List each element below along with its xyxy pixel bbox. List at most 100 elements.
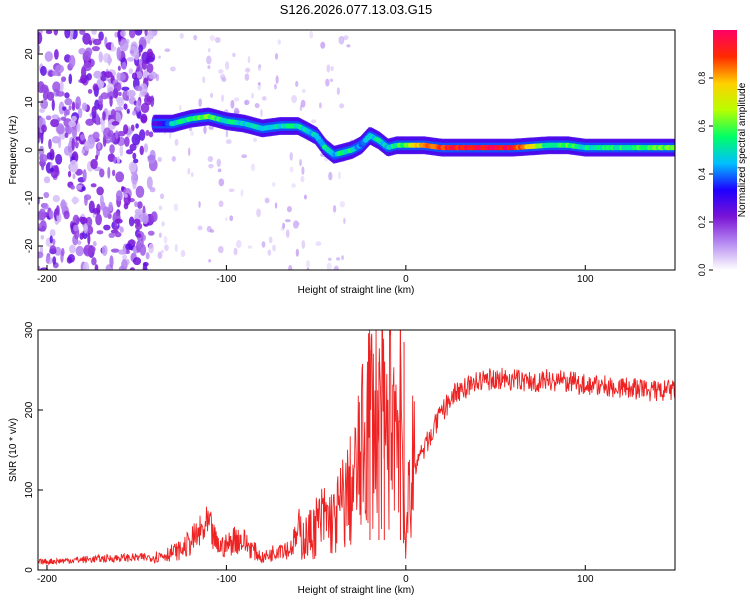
noise-blob (306, 267, 310, 270)
noise-blob (77, 107, 83, 119)
noise-blob (111, 169, 116, 177)
noise-blob (83, 244, 93, 257)
noise-blob (128, 68, 134, 74)
noise-blob (318, 102, 322, 109)
noise-blob (94, 264, 99, 270)
noise-blob (244, 100, 248, 106)
noise-blob (68, 244, 76, 254)
noise-blob (55, 205, 60, 216)
noise-blob (38, 133, 43, 139)
noise-blob (99, 80, 104, 89)
bottom-x-ticks: -200 -100 0 100 (37, 565, 594, 585)
noise-blob (173, 203, 179, 212)
noise-blob (71, 101, 76, 111)
noise-blob (92, 83, 99, 92)
noise-blob (329, 78, 334, 82)
noise-blob (135, 123, 139, 129)
noise-blob (209, 229, 215, 233)
noise-blob (53, 30, 59, 36)
noise-blob (132, 152, 137, 160)
noise-blob (85, 216, 93, 228)
noise-blob (101, 245, 108, 257)
noise-blob (343, 35, 349, 41)
noise-blob (45, 115, 52, 121)
noise-blob (338, 35, 345, 45)
noise-blob (210, 92, 214, 99)
noise-blob (275, 75, 279, 84)
noise-blob (320, 41, 326, 49)
noise-blob (126, 108, 130, 114)
noise-blob (38, 145, 45, 157)
noise-blob (220, 73, 226, 80)
noise-blob (203, 125, 207, 135)
noise-blob (45, 30, 53, 35)
noise-blob (109, 255, 114, 268)
noise-blob (59, 79, 64, 93)
noise-blob (122, 254, 128, 261)
noise-blob (98, 31, 104, 41)
noise-blob (233, 247, 238, 256)
noise-blob (121, 186, 125, 191)
noise-blob (70, 184, 75, 190)
noise-blob (187, 167, 191, 175)
noise-blob (48, 210, 54, 220)
noise-blob (108, 201, 113, 212)
noise-blob (137, 201, 143, 209)
noise-blob (86, 73, 92, 81)
noise-blob (158, 205, 163, 211)
noise-blob (301, 239, 306, 249)
noise-blob (96, 230, 104, 235)
colorbar-strip (713, 30, 737, 270)
noise-blob (339, 201, 345, 208)
noise-blob (64, 30, 71, 39)
noise-blob (124, 193, 128, 198)
noise-blob (150, 211, 158, 223)
noise-blob (52, 81, 61, 93)
noise-blob (51, 70, 60, 76)
noise-blob (142, 262, 148, 270)
noise-blob (289, 166, 294, 173)
noise-blob (51, 136, 61, 144)
noise-blob (123, 124, 129, 135)
noise-blob (92, 131, 100, 140)
noise-blob (288, 264, 293, 270)
noise-blob (258, 82, 261, 86)
noise-blob (133, 158, 139, 164)
noise-blob (232, 52, 236, 58)
noise-blob (217, 69, 224, 74)
noise-blob (76, 122, 81, 133)
noise-blob (134, 201, 138, 208)
noise-blob (38, 265, 41, 270)
noise-blob (95, 114, 100, 126)
noise-blob (52, 194, 60, 203)
noise-blob (188, 147, 191, 157)
noise-blob (159, 193, 165, 200)
noise-blob (300, 175, 305, 183)
ridge-core (670, 145, 675, 151)
noise-blob (126, 89, 136, 98)
noise-blob (65, 125, 73, 135)
noise-blob (68, 120, 76, 128)
noise-blob (61, 76, 67, 82)
colorbar-tick-label: 0.8 (697, 72, 707, 85)
noise-blob (123, 103, 128, 110)
noise-blobs (38, 30, 355, 270)
noise-blob (113, 223, 118, 233)
noise-blob (158, 55, 161, 59)
noise-blob (118, 249, 127, 255)
bottom-y-axis-label: SNR (10 * v/v) (8, 418, 19, 482)
noise-blob (295, 80, 299, 87)
noise-blob (79, 216, 84, 223)
noise-blob (42, 203, 49, 210)
noise-blob (169, 130, 172, 140)
noise-blob (38, 43, 41, 55)
noise-blob (54, 49, 59, 60)
noise-blob (125, 243, 132, 251)
noise-blob (161, 221, 165, 227)
noise-blob (96, 203, 101, 215)
noise-blob (82, 32, 92, 45)
noise-blob (146, 48, 153, 58)
noise-blob (206, 55, 212, 65)
noise-blob (107, 130, 114, 138)
